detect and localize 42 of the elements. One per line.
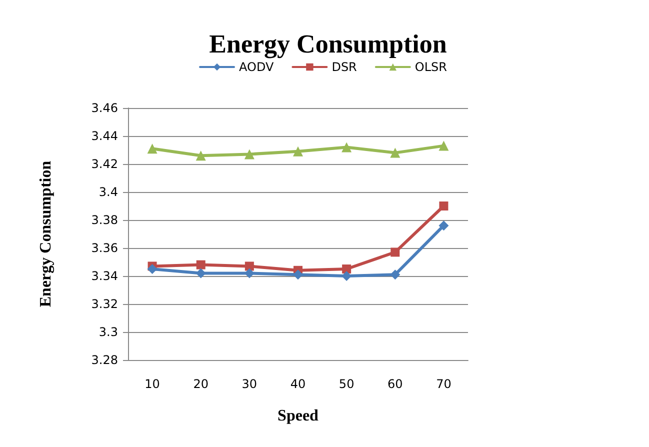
point [390, 248, 400, 257]
x-tick-label: 10 [144, 377, 160, 391]
point [244, 268, 254, 278]
x-tick-label: 40 [290, 377, 306, 391]
point [196, 150, 206, 161]
x-tick-label: 50 [338, 377, 354, 391]
point [438, 140, 449, 151]
x-tick-label: 70 [436, 377, 452, 391]
legend-label: AODV [239, 60, 274, 74]
y-tick-label: 3.42 [91, 157, 118, 171]
y-axis-title: Energy Consumption [38, 160, 54, 308]
y-tick-label: 3.28 [91, 353, 118, 367]
point [147, 264, 158, 274]
x-tick-label: 20 [193, 377, 208, 391]
point [147, 144, 158, 154]
y-tick-label: 3.36 [91, 241, 118, 255]
legend-label: OLSR [414, 60, 447, 74]
point [293, 146, 303, 156]
point [196, 260, 206, 270]
point [390, 270, 400, 280]
legend-label: DSR [332, 60, 357, 74]
y-tick-label: 3.32 [91, 297, 118, 311]
point [293, 270, 303, 280]
y-tick-label: 3.44 [91, 129, 118, 143]
y-tick-label: 3.4 [98, 185, 118, 199]
y-tick-label: 3.3 [98, 325, 118, 339]
point [438, 220, 449, 231]
point [342, 271, 352, 281]
y-tick-label: 3.38 [91, 213, 118, 227]
chart-title: Energy Consumption [209, 30, 448, 58]
point [244, 262, 254, 271]
point [390, 148, 400, 158]
point [439, 202, 448, 210]
y-tick-label: 3.46 [91, 101, 118, 115]
point [342, 264, 352, 274]
point [342, 142, 352, 152]
point [244, 149, 254, 160]
x-tick-label: 30 [242, 377, 258, 391]
y-tick-label: 3.34 [91, 269, 118, 283]
point [196, 268, 206, 278]
x-axis-title: Speed [278, 408, 319, 424]
x-tick-label: 60 [388, 377, 403, 391]
